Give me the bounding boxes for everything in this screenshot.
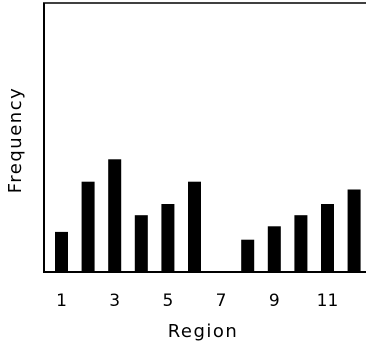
x-axis-label: Region <box>168 321 239 342</box>
bar-region-6 <box>188 181 201 271</box>
bars-group <box>55 159 361 271</box>
bar-region-3 <box>108 159 122 271</box>
x-tick-label-1: 1 <box>56 291 67 311</box>
x-tick-label-7: 7 <box>216 291 227 311</box>
bar-region-12 <box>347 189 361 271</box>
bar-region-11 <box>321 204 334 271</box>
x-tick-label-9: 9 <box>269 291 280 311</box>
bar-region-1 <box>55 231 68 271</box>
x-tick-labels: 1 3 5 7 9 11 <box>56 291 338 311</box>
bar-region-2 <box>81 181 95 271</box>
bar-region-8 <box>241 239 255 271</box>
x-tick-label-5: 5 <box>162 291 173 311</box>
x-tick-label-3: 3 <box>109 291 120 311</box>
bar-region-5 <box>161 204 175 271</box>
bar-region-9 <box>267 226 281 271</box>
bar-region-4 <box>134 215 148 271</box>
x-tick-label-11: 11 <box>317 291 339 311</box>
bar-region-10 <box>294 215 308 271</box>
y-axis-label: Frequency <box>5 87 26 194</box>
